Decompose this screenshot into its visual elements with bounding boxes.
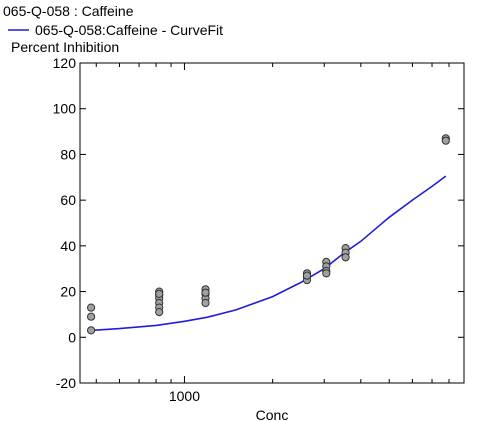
y-tick-label: 80 [60, 146, 76, 162]
x-axis-title: Conc [256, 407, 289, 421]
data-point [322, 269, 331, 278]
data-point [201, 298, 210, 308]
y-tick-label: 40 [60, 238, 76, 254]
data-point [87, 326, 96, 335]
data-point [87, 312, 96, 321]
y-axis: -20 0 20 40 60 80 100 120 [53, 55, 464, 391]
plot-area [87, 134, 450, 335]
legend-curve-label: 065-Q-058:Caffeine - CurveFit [35, 22, 223, 38]
data-point [341, 253, 350, 262]
x-tick-label: 1000 [169, 388, 200, 404]
data-point [441, 136, 450, 145]
y-tick-label: 0 [68, 329, 76, 345]
y-tick-label: 120 [53, 55, 77, 71]
data-point [302, 271, 312, 280]
y-axis-title: Percent Inhibition [11, 39, 119, 55]
curve-fit-line [91, 175, 447, 332]
y-tick-label: -20 [56, 375, 76, 391]
y-tick-label: 20 [60, 284, 76, 300]
data-point [201, 288, 210, 297]
data-point [87, 303, 96, 312]
data-point [155, 308, 164, 317]
data-point [155, 289, 164, 298]
y-tick-label: 100 [53, 101, 77, 117]
x-axis: 1000 [95, 63, 465, 404]
legend-points-label: 065-Q-058 : Caffeine [3, 3, 134, 19]
y-tick-label: 60 [60, 192, 76, 208]
plot-frame [79, 62, 465, 384]
